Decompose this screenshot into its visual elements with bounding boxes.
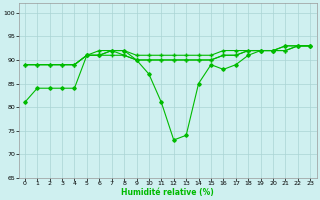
X-axis label: Humidité relative (%): Humidité relative (%) — [121, 188, 214, 197]
